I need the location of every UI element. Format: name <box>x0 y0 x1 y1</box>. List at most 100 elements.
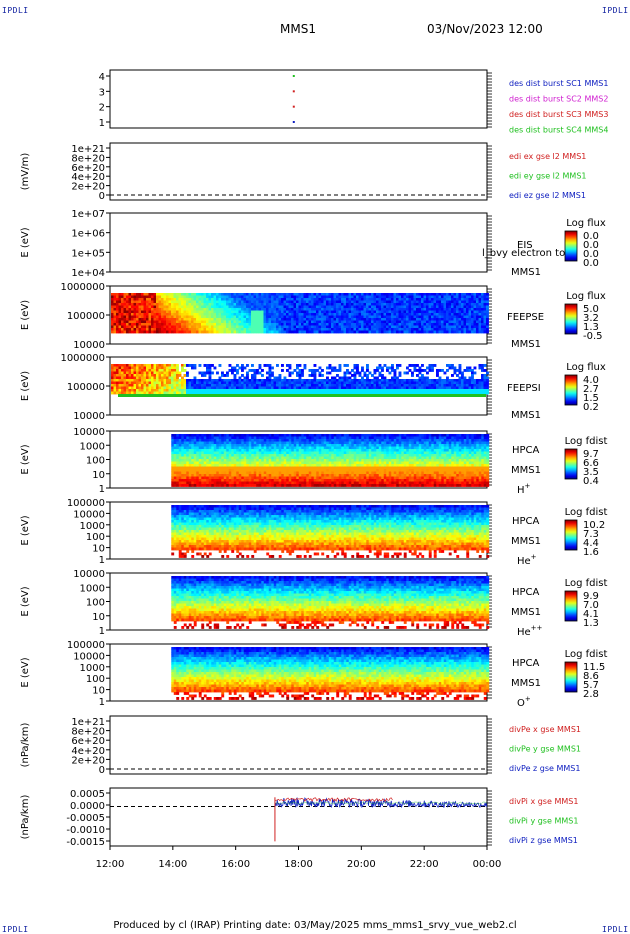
spectrogram-cell <box>356 369 359 372</box>
spectrogram-cell <box>308 381 312 385</box>
spectrogram-cell <box>186 446 190 450</box>
spectrogram-cell <box>413 303 417 306</box>
spectrogram-cell <box>196 386 199 390</box>
spectrogram-cell <box>348 298 352 301</box>
spectrogram-cell <box>278 386 282 390</box>
spectrogram-cell <box>243 376 247 380</box>
spectrogram-cell <box>403 328 407 331</box>
spectrogram-cell <box>213 456 217 460</box>
spectrogram-cell <box>258 439 262 442</box>
spectrogram-cell <box>181 481 185 485</box>
spectrogram-cell <box>196 474 200 477</box>
spectrogram-cell <box>256 469 260 472</box>
spectrogram-cell <box>178 323 182 326</box>
spectrogram-cell <box>268 469 272 472</box>
spectrogram-cell <box>168 313 172 316</box>
spectrogram-cell <box>283 469 287 472</box>
spectrogram-cell <box>276 295 279 299</box>
spectrogram-cell <box>448 293 452 296</box>
spectrogram-cell <box>261 439 265 442</box>
spectrogram-cell <box>418 369 422 372</box>
spectrogram-cell <box>243 318 247 321</box>
spectrogram-cell <box>266 436 270 440</box>
spectrogram-cell <box>328 379 332 382</box>
spectrogram-cell <box>438 305 442 309</box>
spectrogram-cell <box>171 389 174 392</box>
spectrogram-cell <box>386 330 389 334</box>
spectrogram-cell <box>128 386 132 390</box>
spectrogram-cell <box>486 379 489 382</box>
spectrogram-cell <box>251 386 254 390</box>
spectrogram-cell <box>171 449 175 452</box>
spectrogram-cell <box>253 469 257 472</box>
spectrogram-cell <box>138 300 142 304</box>
spectrogram-cell <box>131 371 134 375</box>
instrument-label: EIS <box>517 240 533 251</box>
spectrogram-cell <box>198 471 202 475</box>
spectrogram-cell <box>313 379 317 382</box>
spectrogram-cell <box>243 313 247 316</box>
spectrogram-cell <box>176 298 179 301</box>
spectrogram-cell <box>218 454 222 457</box>
spectrogram-cell <box>183 441 187 445</box>
spectrogram-cell <box>208 318 212 321</box>
spectrogram-cell <box>263 303 267 306</box>
spectrogram-cell <box>183 474 187 477</box>
spectrogram-cell <box>391 328 394 331</box>
spectrogram-cell <box>483 315 487 319</box>
spectrogram-cell <box>471 381 474 385</box>
spectrogram-cell <box>451 384 454 387</box>
spectrogram-cell <box>296 386 299 390</box>
spectrogram-cell <box>468 381 472 385</box>
spectrogram-cell <box>183 320 187 324</box>
spectrogram-cell <box>406 305 409 309</box>
spectrogram-cell <box>273 330 277 334</box>
spectrogram-cell <box>393 325 397 329</box>
spectrogram-cell <box>228 295 232 299</box>
spectrogram-cell <box>226 320 229 324</box>
spectrogram-cell <box>336 300 339 304</box>
spectrogram-cell <box>181 376 184 380</box>
spectrogram-cell <box>273 295 277 299</box>
spectrogram-cell <box>461 303 464 306</box>
spectrogram-cell <box>133 310 137 314</box>
spectrogram-cell <box>443 371 447 375</box>
spectrogram-cell <box>163 313 167 316</box>
spectrogram-cell <box>356 389 359 392</box>
spectrogram-cell <box>223 330 227 334</box>
spectrogram-cell <box>281 389 284 392</box>
spectrogram-cell <box>118 318 122 321</box>
spectrogram-cell <box>158 325 162 329</box>
spectrogram-cell <box>466 295 469 299</box>
spectrogram-cell <box>151 313 154 316</box>
spectrogram-cell <box>168 371 172 375</box>
spectrogram-cell <box>446 293 449 296</box>
spectrogram-cell <box>231 434 235 437</box>
spectrogram-cell <box>333 379 337 382</box>
spectrogram-cell <box>468 315 472 319</box>
spectrogram-cell <box>276 305 279 309</box>
spectrogram-cell <box>416 298 419 301</box>
spectrogram-cell <box>141 325 144 329</box>
spectrogram-cell <box>231 371 234 375</box>
spectrogram-cell <box>193 436 197 440</box>
spectrogram-cell <box>373 295 377 299</box>
spectrogram-cell <box>203 364 207 367</box>
spectrogram-cell <box>473 325 477 329</box>
spectrogram-cell <box>203 481 207 485</box>
spectrogram-cell <box>393 371 397 375</box>
spectrogram-cell <box>481 320 484 324</box>
spectrogram-cell <box>291 300 294 304</box>
spacecraft-title: MMS1 <box>280 22 316 36</box>
spectrogram-cell <box>176 471 180 475</box>
spectrogram-cell <box>451 305 454 309</box>
spectrogram-cell <box>148 310 152 314</box>
spectrogram-cell <box>233 469 237 472</box>
spectrogram-cell <box>351 295 354 299</box>
spectrogram-cell <box>188 391 192 395</box>
spectrogram-cell <box>383 389 387 392</box>
spectrogram-cell <box>141 320 144 324</box>
spectrogram-cell <box>381 325 384 329</box>
spectrogram-cell <box>406 318 409 321</box>
spectrogram-cell <box>413 381 417 385</box>
